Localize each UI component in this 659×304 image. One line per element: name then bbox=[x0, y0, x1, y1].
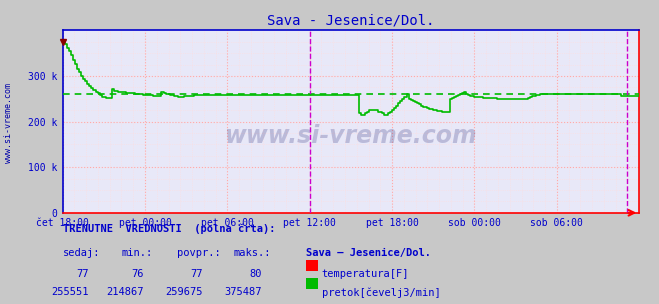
Text: 214867: 214867 bbox=[106, 287, 144, 297]
Text: Sava – Jesenice/Dol.: Sava – Jesenice/Dol. bbox=[306, 248, 432, 258]
Text: 77: 77 bbox=[190, 269, 203, 279]
Text: TRENUTNE  VREDNOSTI  (polna črta):: TRENUTNE VREDNOSTI (polna črta): bbox=[63, 223, 275, 234]
Text: temperatura[F]: temperatura[F] bbox=[322, 269, 409, 279]
Text: povpr.:: povpr.: bbox=[177, 248, 220, 258]
Text: 77: 77 bbox=[76, 269, 89, 279]
Title: Sava - Jesenice/Dol.: Sava - Jesenice/Dol. bbox=[267, 14, 435, 28]
Text: min.:: min.: bbox=[122, 248, 153, 258]
Text: maks.:: maks.: bbox=[234, 248, 272, 258]
Text: 255551: 255551 bbox=[51, 287, 89, 297]
Text: www.si-vreme.com: www.si-vreme.com bbox=[225, 124, 477, 148]
Text: 80: 80 bbox=[250, 269, 262, 279]
Text: 259675: 259675 bbox=[165, 287, 203, 297]
Text: 76: 76 bbox=[131, 269, 144, 279]
Text: 375487: 375487 bbox=[225, 287, 262, 297]
Text: pretok[čevelj3/min]: pretok[čevelj3/min] bbox=[322, 287, 440, 298]
Text: www.si-vreme.com: www.si-vreme.com bbox=[4, 83, 13, 163]
Text: sedaj:: sedaj: bbox=[63, 248, 100, 258]
